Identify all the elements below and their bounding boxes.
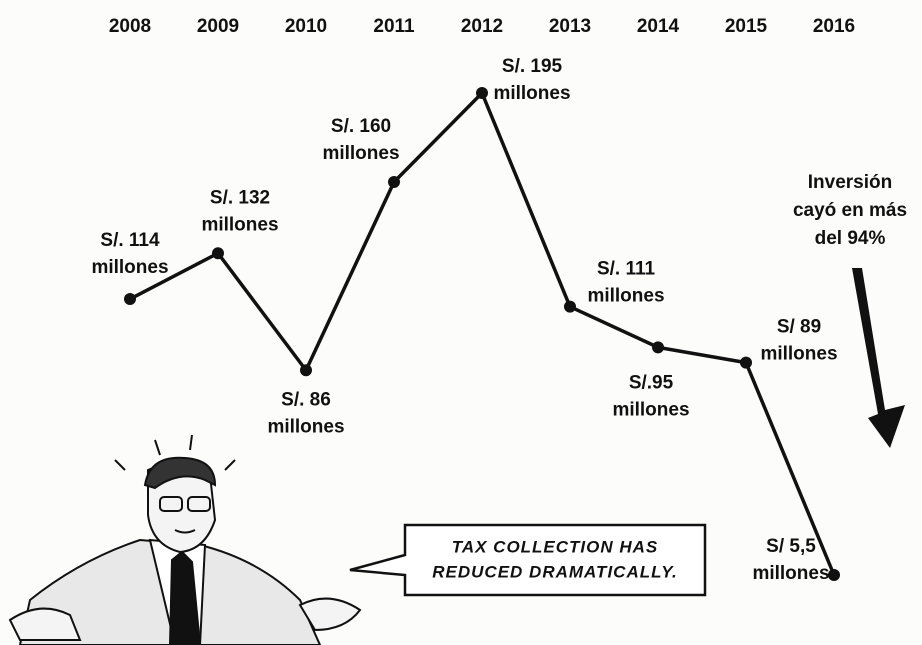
data-label: millones (201, 214, 278, 235)
x-tick-label: 2008 (109, 16, 151, 37)
data-label: millones (760, 344, 837, 365)
data-point (476, 87, 488, 99)
data-label: millones (322, 143, 399, 164)
data-point (300, 364, 312, 377)
data-label: millones (752, 563, 829, 584)
data-label: S/. 160 (331, 116, 391, 137)
data-point (740, 356, 752, 369)
x-tick-label: 2011 (373, 16, 415, 37)
data-label: millones (612, 399, 689, 420)
data-label: S/. 195 (502, 56, 563, 77)
data-label: S/ 5,5 (766, 536, 816, 557)
data-point (212, 247, 224, 260)
data-point (564, 300, 576, 313)
x-tick-label: 2013 (549, 16, 591, 37)
data-label: millones (493, 83, 570, 104)
annotation-text: del 94% (815, 228, 886, 249)
down-arrow (852, 268, 905, 448)
x-tick-label: 2016 (813, 16, 855, 37)
data-point (124, 293, 136, 306)
annotation: Inversión cayó en más del 94% (793, 172, 907, 448)
data-label: S/ 89 (777, 317, 821, 338)
data-label: millones (267, 416, 344, 437)
data-label: S/.95 (629, 372, 674, 393)
x-tick-label: 2014 (637, 16, 680, 37)
data-label: S/. 86 (281, 389, 331, 410)
x-tick-label: 2015 (725, 16, 768, 37)
annotation-text: cayó en más (793, 200, 907, 221)
data-label: S/. 114 (100, 230, 160, 251)
x-tick-label: 2009 (197, 16, 239, 37)
annotation-text: Inversión (808, 172, 892, 193)
data-label: S/. 132 (210, 187, 270, 208)
speech-bubble: TAX COLLECTION HAS REDUCED DRAMATICALLY. (349, 523, 707, 597)
x-tick-label: 2012 (461, 16, 503, 37)
x-tick-label: 2010 (285, 16, 327, 37)
data-point (388, 176, 400, 189)
data-label: millones (587, 286, 664, 307)
speech-text: REDUCED DRAMATICALLY. (432, 562, 677, 581)
data-point (828, 569, 840, 581)
data-label: millones (91, 257, 168, 278)
data-label: S/. 111 (597, 259, 656, 280)
speech-text: TAX COLLECTION HAS (452, 537, 659, 556)
data-point (652, 341, 664, 354)
cartoon-man (8, 434, 362, 645)
